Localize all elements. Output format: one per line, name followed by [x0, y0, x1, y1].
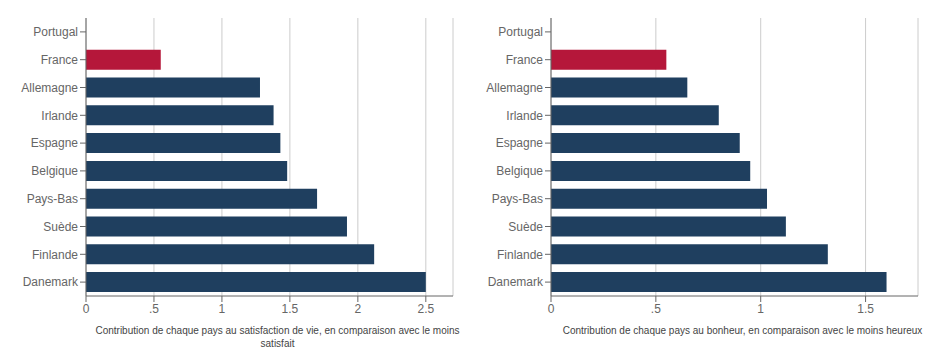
svg-text:Portugal: Portugal: [498, 25, 543, 39]
html-text:Contribution de chaque pays au: Contribution de chaque pays au satisfact…: [95, 325, 460, 349]
svg-text:Allemagne: Allemagne: [486, 81, 543, 95]
svg-text:Pays-Bas: Pays-Bas: [27, 192, 78, 206]
svg-text:1.5: 1.5: [857, 302, 874, 316]
svg-text:Portugal: Portugal: [33, 25, 78, 39]
svg-text:1: 1: [757, 302, 764, 316]
svg-text:Danemark: Danemark: [23, 275, 79, 289]
svg-text:1.5: 1.5: [282, 302, 299, 316]
svg-text:Irlande: Irlande: [506, 109, 543, 123]
svg-text:Suède: Suède: [508, 220, 543, 234]
svg-text:.5: .5: [651, 302, 661, 316]
svg-text:Allemagne: Allemagne: [21, 81, 78, 95]
svg-text:Finlande: Finlande: [32, 248, 78, 262]
svg-text:Belgique: Belgique: [31, 164, 78, 178]
svg-text:Belgique: Belgique: [496, 164, 543, 178]
svg-text:Pays-Bas: Pays-Bas: [492, 192, 543, 206]
svg-text:0: 0: [548, 302, 555, 316]
svg-text:.5: .5: [149, 302, 159, 316]
svg-text:France: France: [41, 53, 79, 67]
svg-text:Finlande: Finlande: [497, 248, 543, 262]
svg-text:2.5: 2.5: [417, 302, 434, 316]
svg-text:Espagne: Espagne: [31, 136, 79, 150]
svg-text:Danemark: Danemark: [488, 275, 544, 289]
svg-text:1: 1: [219, 302, 226, 316]
svg-text:Irlande: Irlande: [41, 109, 78, 123]
svg-text:France: France: [506, 53, 544, 67]
svg-text:Espagne: Espagne: [496, 136, 544, 150]
svg-text:Suède: Suède: [43, 220, 78, 234]
svg-text:0: 0: [83, 302, 90, 316]
html-text:Contribution de chaque pays au: Contribution de chaque pays au bonheur, …: [562, 325, 923, 336]
svg-text:2: 2: [355, 302, 362, 316]
